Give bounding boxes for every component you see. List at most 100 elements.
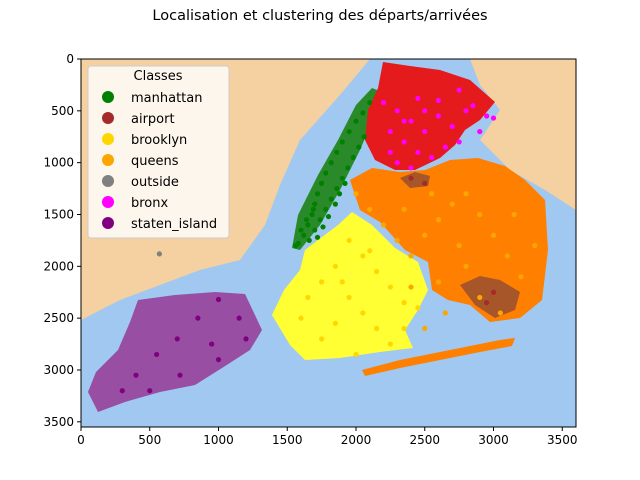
- point-manhattan-3: [309, 211, 315, 218]
- point-bronx-2: [408, 118, 414, 124]
- legend-marker-manhattan: [102, 91, 114, 103]
- point-queens-18: [442, 310, 448, 316]
- point-staten_island-1: [236, 315, 242, 321]
- legend-label-airport: airport: [131, 112, 175, 127]
- point-manhattan-8: [328, 160, 334, 166]
- x-tick-label: 500: [138, 433, 161, 447]
- point-manhattan-9: [334, 149, 340, 155]
- legend-label-brooklyn: brooklyn: [131, 133, 187, 148]
- point-manhattan-29: [320, 224, 326, 230]
- point-bronx-19: [456, 87, 462, 93]
- x-tick-label: 1500: [272, 433, 303, 447]
- x-tick-label: 2000: [341, 433, 372, 447]
- point-bronx-21: [484, 113, 490, 119]
- point-bronx-5: [449, 123, 455, 129]
- x-tick-label: 3500: [547, 433, 578, 447]
- point-bronx-14: [456, 139, 462, 145]
- point-bronx-11: [415, 149, 421, 155]
- legend: Classes manhattan airport brooklyn queens ou…: [87, 65, 230, 239]
- point-manhattan-7: [323, 170, 329, 176]
- point-bronx-24: [415, 95, 421, 101]
- chart-title: Localisation et clustering des départs/a…: [152, 8, 488, 24]
- y-tick-label: 1000: [43, 156, 74, 170]
- point-bronx-16: [408, 165, 414, 171]
- point-queens-23: [429, 191, 435, 197]
- point-manhattan-35: [292, 242, 299, 249]
- point-manhattan-25: [361, 134, 367, 140]
- region-bronx: [365, 62, 495, 170]
- point-bronx-7: [477, 128, 483, 135]
- point-bronx-23: [401, 118, 407, 124]
- point-manhattan-31: [314, 234, 321, 240]
- point-manhattan-13: [360, 110, 366, 116]
- point-queens-15: [408, 284, 414, 290]
- point-bronx-15: [394, 160, 400, 166]
- point-brooklyn-16: [298, 315, 304, 321]
- point-manhattan-10: [339, 139, 345, 145]
- point-manhattan-26: [298, 227, 304, 233]
- point-manhattan-11: [346, 128, 352, 135]
- land-long-island-north: [470, 59, 576, 210]
- point-queens-11: [504, 253, 510, 259]
- legend-label-staten_island: staten_island: [131, 217, 217, 232]
- point-queens-12: [518, 274, 524, 280]
- point-manhattan-6: [319, 180, 325, 186]
- point-staten_island-3: [215, 357, 222, 363]
- point-brooklyn-10: [374, 325, 380, 332]
- y-tick-label: 3000: [43, 363, 74, 377]
- point-brooklyn-17: [367, 248, 373, 254]
- point-staten_island-7: [133, 372, 139, 378]
- point-manhattan-1: [301, 232, 307, 238]
- point-queens-0: [353, 191, 359, 197]
- point-queens-17: [497, 310, 503, 316]
- y-tick-label: 2000: [43, 259, 74, 273]
- point-queens-2: [380, 222, 387, 228]
- point-brooklyn-11: [387, 341, 393, 347]
- point-queens-20: [532, 242, 538, 249]
- point-brooklyn-4: [401, 300, 407, 306]
- point-brooklyn-3: [387, 284, 393, 290]
- point-manhattan-4: [312, 201, 318, 207]
- x-tick-label: 3000: [478, 433, 509, 447]
- data-points: [119, 87, 538, 394]
- point-queens-10: [490, 232, 497, 238]
- point-queens-1: [367, 206, 373, 212]
- point-brooklyn-1: [360, 253, 366, 259]
- point-brooklyn-12: [332, 320, 338, 326]
- point-bronx-17: [422, 108, 428, 114]
- point-bronx-9: [387, 128, 393, 135]
- point-manhattan-12: [353, 118, 359, 124]
- point-manhattan-16: [312, 227, 318, 233]
- point-staten_island-5: [174, 336, 180, 342]
- point-airport-3: [484, 300, 490, 306]
- point-bronx-1: [394, 108, 400, 114]
- point-staten_island-2: [243, 336, 249, 342]
- point-queens-5: [422, 232, 428, 238]
- point-bronx-3: [422, 128, 428, 135]
- legend-marker-staten_island: [102, 217, 114, 229]
- x-tick-label: 1000: [203, 433, 234, 447]
- point-manhattan-33: [336, 191, 343, 197]
- point-manhattan-19: [328, 196, 334, 202]
- point-airport-2: [490, 289, 497, 295]
- y-tick-label: 3500: [43, 415, 74, 429]
- point-manhattan-27: [303, 217, 310, 223]
- point-brooklyn-2: [374, 268, 380, 275]
- point-manhattan-2: [305, 222, 311, 228]
- legend-title: Classes: [134, 69, 183, 84]
- point-bronx-13: [442, 144, 448, 150]
- point-queens-4: [408, 253, 414, 259]
- legend-label-outside: outside: [131, 175, 179, 190]
- legend-marker-airport: [102, 112, 114, 124]
- point-bronx-6: [463, 108, 469, 114]
- y-tick-label: 1500: [43, 207, 74, 221]
- point-brooklyn-9: [360, 310, 366, 316]
- point-manhattan-14: [367, 99, 373, 106]
- point-staten_island-10: [177, 372, 183, 378]
- point-queens-14: [435, 279, 442, 285]
- point-bronx-8: [490, 115, 497, 121]
- point-queens-3: [394, 237, 400, 244]
- point-manhattan-32: [332, 201, 338, 207]
- point-bronx-0: [380, 99, 387, 106]
